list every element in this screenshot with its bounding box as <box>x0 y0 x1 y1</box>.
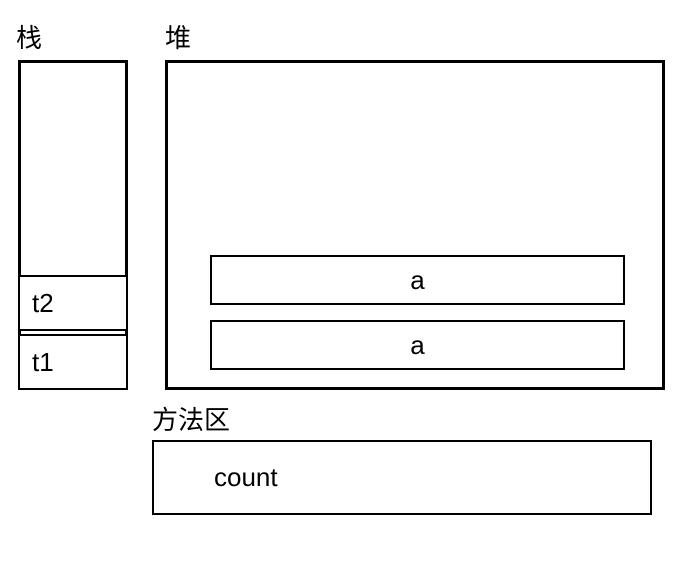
heap-object: a <box>210 255 625 305</box>
method-area-content: count <box>214 462 278 493</box>
heap-object-label: a <box>410 265 424 296</box>
stack-cell-label: t2 <box>32 288 54 319</box>
stack-cell-t2: t2 <box>18 275 128 331</box>
heap-object: a <box>210 320 625 370</box>
method-area-box: count <box>152 440 652 515</box>
heap-label: 堆 <box>165 18 191 55</box>
stack-label: 栈 <box>16 18 42 55</box>
method-area-label: 方法区 <box>152 400 230 437</box>
stack-cell-t1: t1 <box>18 334 128 390</box>
heap-object-label: a <box>410 330 424 361</box>
stack-cell-label: t1 <box>32 347 54 378</box>
